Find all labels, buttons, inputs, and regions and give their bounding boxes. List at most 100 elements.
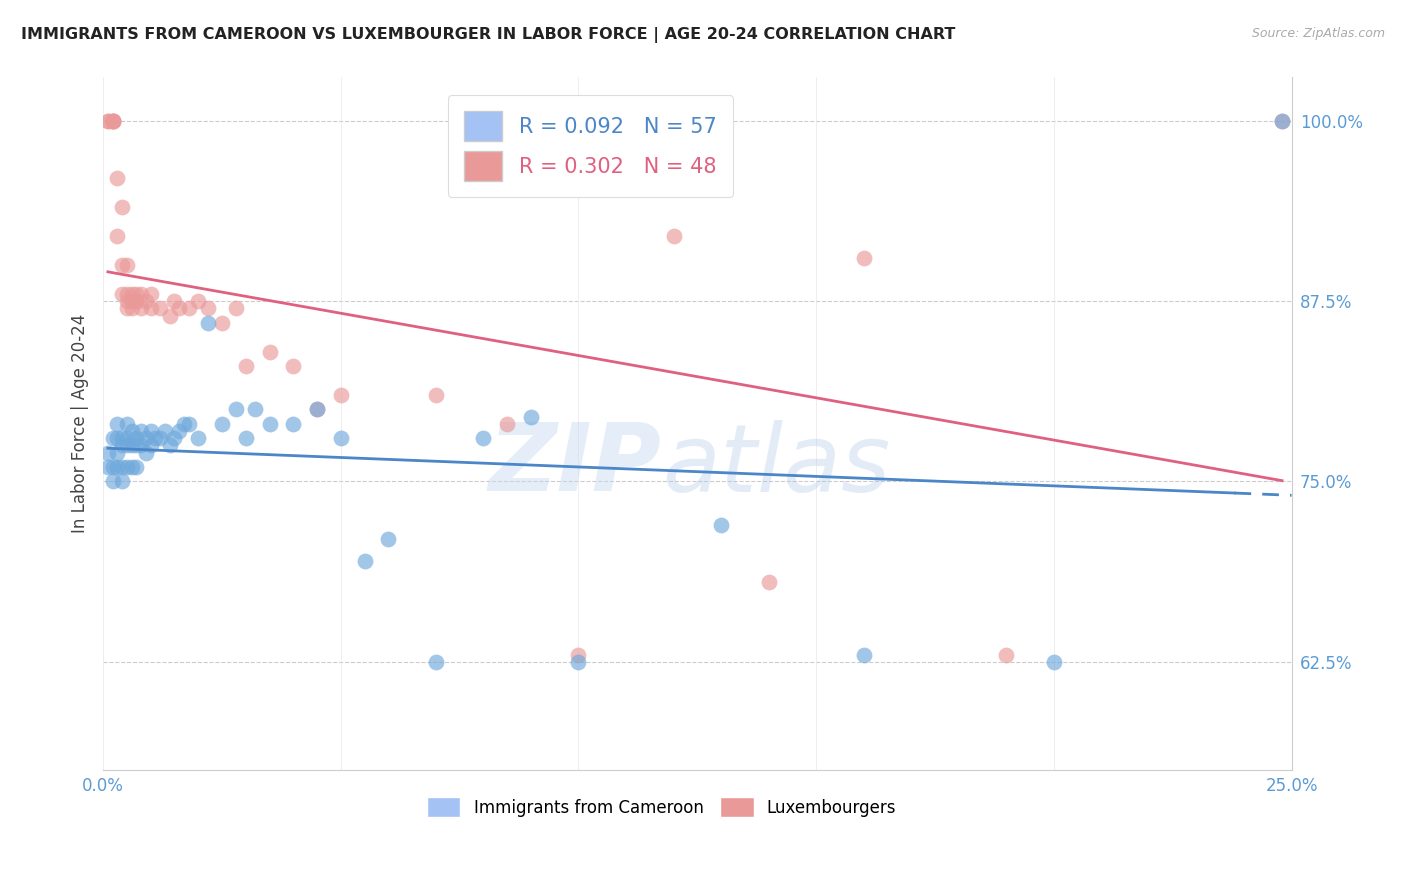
Point [115,417,138,431]
Point [377,532,399,546]
Point [197,301,219,316]
Point [245,402,267,417]
Point [115,286,138,301]
Point [101,475,124,489]
Point [167,301,190,316]
Point [283,359,305,373]
Point [283,417,305,431]
Point [125,286,148,301]
Point [115,294,138,309]
Point [353,554,375,568]
Point [111,431,134,445]
Point [163,431,186,445]
Point [97,445,120,459]
Point [187,294,209,309]
Point [235,431,257,445]
Point [259,344,281,359]
Legend: Immigrants from Cameroon, Luxembourgers: Immigrants from Cameroon, Luxembourgers [420,790,903,824]
Point [145,431,167,445]
Point [121,460,143,475]
Point [329,431,352,445]
Text: Source: ZipAtlas.com: Source: ZipAtlas.com [1251,27,1385,40]
Point [235,359,257,373]
Point [111,286,134,301]
Point [173,417,195,431]
Point [139,286,162,301]
Point [1271,113,1294,128]
Point [567,648,589,662]
Point [111,475,134,489]
Point [852,648,875,662]
Point [163,294,186,309]
Point [520,409,543,424]
Point [105,445,128,459]
Point [101,113,124,128]
Point [101,460,124,475]
Point [177,301,200,316]
Point [167,424,190,438]
Point [662,229,685,244]
Point [139,424,162,438]
Point [305,402,328,417]
Text: ZIP: ZIP [489,419,662,511]
Point [125,294,148,309]
Point [139,438,162,452]
Point [101,431,124,445]
Point [121,294,143,309]
Point [1271,113,1294,128]
Point [425,388,447,402]
Point [135,294,157,309]
Point [159,309,181,323]
Point [129,286,152,301]
Point [121,424,143,438]
Y-axis label: In Labor Force | Age 20-24: In Labor Force | Age 20-24 [72,314,89,533]
Point [225,402,247,417]
Point [105,460,128,475]
Point [125,438,148,452]
Point [111,460,134,475]
Point [115,258,138,272]
Point [121,301,143,316]
Point [121,438,143,452]
Point [149,431,172,445]
Point [211,316,233,330]
Point [225,301,247,316]
Point [496,417,519,431]
Text: IMMIGRANTS FROM CAMEROON VS LUXEMBOURGER IN LABOR FORCE | AGE 20-24 CORRELATION : IMMIGRANTS FROM CAMEROON VS LUXEMBOURGER… [21,27,956,43]
Point [135,445,157,459]
Point [97,113,120,128]
Point [115,301,138,316]
Point [125,431,148,445]
Point [115,431,138,445]
Point [197,316,219,330]
Point [97,460,120,475]
Point [105,417,128,431]
Point [149,301,172,316]
Point [125,460,148,475]
Point [135,431,157,445]
Point [995,648,1018,662]
Point [1043,655,1066,669]
Point [111,438,134,452]
Point [211,417,233,431]
Point [259,417,281,431]
Point [97,113,120,128]
Point [115,438,138,452]
Point [758,575,780,590]
Point [852,251,875,265]
Point [115,460,138,475]
Point [129,301,152,316]
Point [101,113,124,128]
Point [125,294,148,309]
Point [329,388,352,402]
Point [101,113,124,128]
Point [121,286,143,301]
Point [111,200,134,214]
Point [159,438,181,452]
Point [111,258,134,272]
Point [567,655,589,669]
Point [105,229,128,244]
Point [129,424,152,438]
Point [177,417,200,431]
Point [129,438,152,452]
